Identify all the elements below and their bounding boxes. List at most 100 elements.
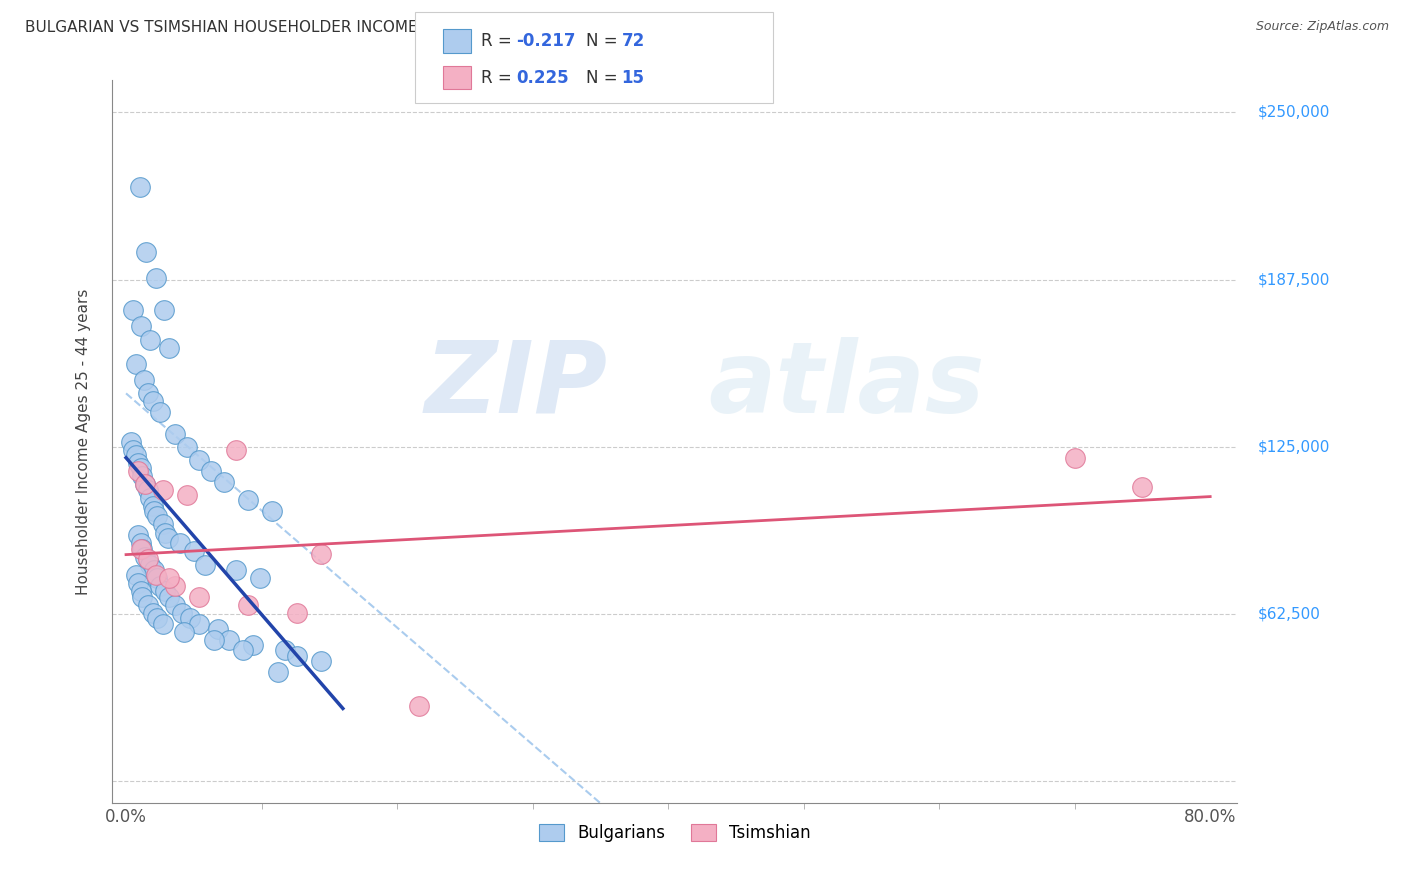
Point — [136, 483, 159, 497]
Point — [124, 357, 146, 371]
Point — [131, 541, 153, 556]
Point — [207, 622, 229, 636]
Point — [142, 499, 165, 513]
Point — [285, 606, 308, 620]
Point — [157, 531, 180, 545]
Text: -0.217: -0.217 — [516, 32, 575, 50]
Text: R =: R = — [481, 69, 517, 87]
Text: $62,500: $62,500 — [1257, 607, 1320, 622]
Point — [285, 648, 308, 663]
Text: N =: N = — [586, 32, 623, 50]
Point — [152, 616, 174, 631]
Point — [142, 394, 165, 409]
Point — [309, 654, 332, 668]
Point — [146, 571, 169, 585]
Point — [135, 244, 157, 259]
Point — [145, 271, 167, 285]
Point — [200, 464, 222, 478]
Point — [1063, 450, 1085, 465]
Point — [149, 405, 172, 419]
Point — [134, 549, 156, 564]
Point — [309, 547, 332, 561]
Point — [232, 643, 254, 657]
Legend: Bulgarians, Tsimshian: Bulgarians, Tsimshian — [533, 817, 817, 848]
Point — [152, 483, 174, 497]
Point — [225, 563, 247, 577]
Text: $187,500: $187,500 — [1257, 272, 1330, 287]
Point — [143, 504, 166, 518]
Point — [128, 180, 150, 194]
Point — [163, 426, 186, 441]
Point — [124, 568, 146, 582]
Point — [136, 552, 159, 566]
Point — [134, 477, 156, 491]
Point — [129, 319, 152, 334]
Point — [262, 504, 284, 518]
Y-axis label: Householder Income Ages 25 - 44 years: Householder Income Ages 25 - 44 years — [76, 288, 91, 595]
Text: $125,000: $125,000 — [1257, 440, 1330, 454]
Point — [149, 579, 172, 593]
Point — [163, 598, 186, 612]
Point — [188, 616, 211, 631]
Point — [202, 632, 225, 647]
Point — [155, 584, 177, 599]
Point — [127, 528, 149, 542]
Point — [170, 606, 193, 620]
Point — [134, 477, 156, 491]
Point — [188, 453, 211, 467]
Point — [173, 624, 195, 639]
Text: atlas: atlas — [709, 337, 986, 434]
Point — [121, 303, 143, 318]
Point — [249, 571, 271, 585]
Text: $250,000: $250,000 — [1257, 105, 1330, 120]
Text: N =: N = — [586, 69, 623, 87]
Point — [179, 611, 201, 625]
Point — [131, 469, 153, 483]
Point — [157, 341, 180, 355]
Point — [129, 461, 152, 475]
Point — [1132, 480, 1154, 494]
Point — [408, 699, 430, 714]
Point — [127, 456, 149, 470]
Point — [131, 590, 153, 604]
Point — [152, 517, 174, 532]
Point — [183, 544, 205, 558]
Text: 72: 72 — [621, 32, 645, 50]
Point — [143, 563, 166, 577]
Point — [142, 606, 165, 620]
Point — [146, 611, 169, 625]
Text: 15: 15 — [621, 69, 644, 87]
Text: R =: R = — [481, 32, 517, 50]
Point — [218, 632, 240, 647]
Point — [169, 536, 191, 550]
Point — [127, 576, 149, 591]
Point — [267, 665, 290, 679]
Text: ZIP: ZIP — [425, 337, 607, 434]
Point — [153, 303, 176, 318]
Point — [129, 541, 152, 556]
Point — [194, 558, 217, 572]
Point — [127, 464, 149, 478]
Text: BULGARIAN VS TSIMSHIAN HOUSEHOLDER INCOME AGES 25 - 44 YEARS CORRELATION CHART: BULGARIAN VS TSIMSHIAN HOUSEHOLDER INCOM… — [25, 20, 748, 35]
Point — [124, 448, 146, 462]
Point — [163, 579, 186, 593]
Point — [136, 598, 159, 612]
Point — [176, 488, 198, 502]
Point — [129, 536, 152, 550]
Point — [236, 598, 259, 612]
Point — [188, 590, 211, 604]
Text: Source: ZipAtlas.com: Source: ZipAtlas.com — [1256, 20, 1389, 33]
Point — [273, 643, 295, 657]
Point — [139, 333, 162, 347]
Point — [176, 440, 198, 454]
Point — [139, 491, 162, 505]
Point — [242, 638, 264, 652]
Point — [129, 584, 152, 599]
Point — [155, 525, 177, 540]
Point — [132, 373, 155, 387]
Point — [121, 442, 143, 457]
Point — [212, 475, 235, 489]
Point — [157, 590, 180, 604]
Point — [139, 558, 162, 572]
Point — [157, 571, 180, 585]
